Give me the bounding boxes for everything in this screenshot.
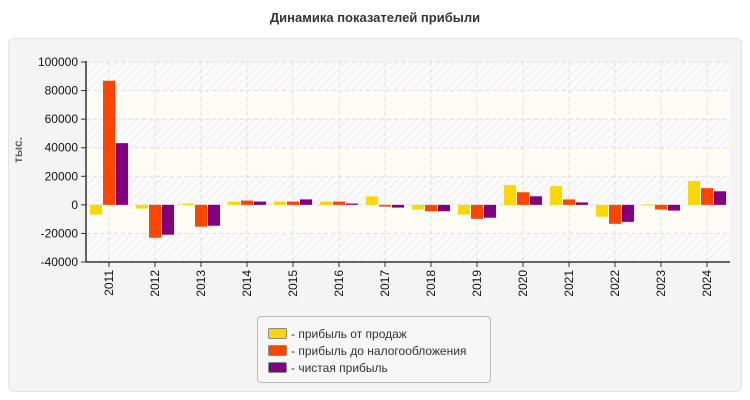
- legend-label: - прибыль от продаж: [291, 326, 407, 341]
- bar-2018-series-3: [438, 204, 450, 212]
- x-tick-label: 2024: [700, 270, 714, 297]
- bar-2023-series-2: [655, 204, 667, 210]
- legend-item: - прибыль от продаж: [258, 325, 490, 342]
- bar-2018-series-1: [412, 204, 424, 210]
- bar-2021-series-1: [550, 186, 562, 205]
- x-tick-label: 2015: [286, 270, 300, 297]
- x-tick-label: 2014: [240, 270, 254, 297]
- legend-swatch: [268, 345, 287, 356]
- x-tick-label: 2013: [194, 270, 208, 297]
- y-tick-label: 60000: [45, 112, 79, 126]
- y-tick-label: 0: [71, 198, 78, 212]
- legend-label: - чистая прибыль: [291, 360, 388, 375]
- x-tick-label: 2018: [424, 270, 438, 297]
- y-tick-label: -40000: [41, 255, 79, 269]
- y-tick-label: -20000: [41, 226, 79, 240]
- bar-2020-series-2: [517, 192, 529, 205]
- bar-2017-series-2: [379, 204, 391, 207]
- bar-2017-series-1: [366, 196, 378, 205]
- legend-item: - чистая прибыль: [258, 359, 490, 376]
- x-tick-label: 2011: [102, 270, 116, 296]
- bar-2024-series-3: [714, 191, 726, 205]
- x-tick-label: 2020: [516, 270, 530, 297]
- bar-2019-series-3: [484, 204, 496, 218]
- legend-swatch: [268, 362, 287, 373]
- bar-2021-series-3: [576, 202, 588, 205]
- plot-band: [86, 90, 730, 120]
- bar-2016-series-3: [346, 203, 358, 205]
- bar-2015-series-2: [287, 201, 299, 205]
- plot-band: [86, 62, 730, 91]
- x-tick-label: 2021: [562, 270, 576, 297]
- bar-2019-series-2: [471, 204, 483, 219]
- bar-2014-series-2: [241, 200, 253, 205]
- bar-2016-series-2: [333, 201, 345, 205]
- bar-2017-series-3: [392, 204, 404, 208]
- bar-2021-series-2: [563, 199, 575, 205]
- bar-2024-series-2: [701, 188, 713, 205]
- bar-2013-series-3: [208, 204, 220, 226]
- y-tick-label: 100000: [38, 55, 78, 69]
- bar-2013-series-1: [182, 203, 194, 205]
- bar-2023-series-1: [642, 204, 654, 206]
- bar-2023-series-3: [668, 204, 680, 211]
- bar-2022-series-2: [609, 204, 621, 224]
- bar-2013-series-2: [195, 204, 207, 227]
- y-tick-label: 20000: [45, 169, 79, 183]
- bar-2019-series-1: [458, 204, 470, 215]
- bar-2020-series-3: [530, 196, 542, 205]
- bar-2015-series-1: [274, 201, 286, 205]
- bar-2014-series-1: [228, 201, 240, 205]
- bar-2018-series-2: [425, 204, 437, 212]
- bar-2016-series-1: [320, 201, 332, 205]
- bar-2011-series-3: [116, 143, 128, 205]
- x-tick-label: 2017: [378, 270, 392, 297]
- plot-band: [86, 119, 730, 148]
- x-tick-label: 2019: [470, 270, 484, 297]
- y-axis-label: тыс.: [11, 137, 25, 163]
- bar-2014-series-3: [254, 201, 266, 205]
- x-tick-label: 2016: [332, 270, 346, 297]
- bar-2015-series-3: [300, 199, 312, 205]
- bar-2022-series-1: [596, 204, 608, 217]
- bar-2022-series-3: [622, 204, 634, 222]
- legend-swatch: [268, 328, 287, 339]
- y-tick-label: 40000: [45, 141, 79, 155]
- x-tick-label: 2012: [148, 270, 162, 297]
- x-tick-label: 2022: [608, 270, 622, 297]
- bar-2012-series-2: [149, 204, 161, 238]
- bar-2024-series-1: [688, 181, 700, 205]
- legend-item: - прибыль до налогообложения: [258, 342, 490, 359]
- bar-2012-series-1: [136, 204, 148, 209]
- bar-2012-series-3: [162, 204, 174, 235]
- plot-band: [86, 147, 730, 177]
- bar-2011-series-2: [103, 80, 115, 205]
- bar-2011-series-1: [90, 204, 102, 215]
- x-tick-label: 2023: [654, 270, 668, 297]
- plot-band: [86, 233, 730, 262]
- bar-2020-series-1: [504, 185, 516, 205]
- plot-band: [86, 176, 730, 205]
- chart-title: Динамика показателей прибыли: [269, 10, 481, 25]
- legend-label: - прибыль до налогообложения: [291, 343, 467, 358]
- y-tick-label: 80000: [45, 84, 79, 98]
- legend: - прибыль от продаж - прибыль до налогооб…: [257, 316, 491, 383]
